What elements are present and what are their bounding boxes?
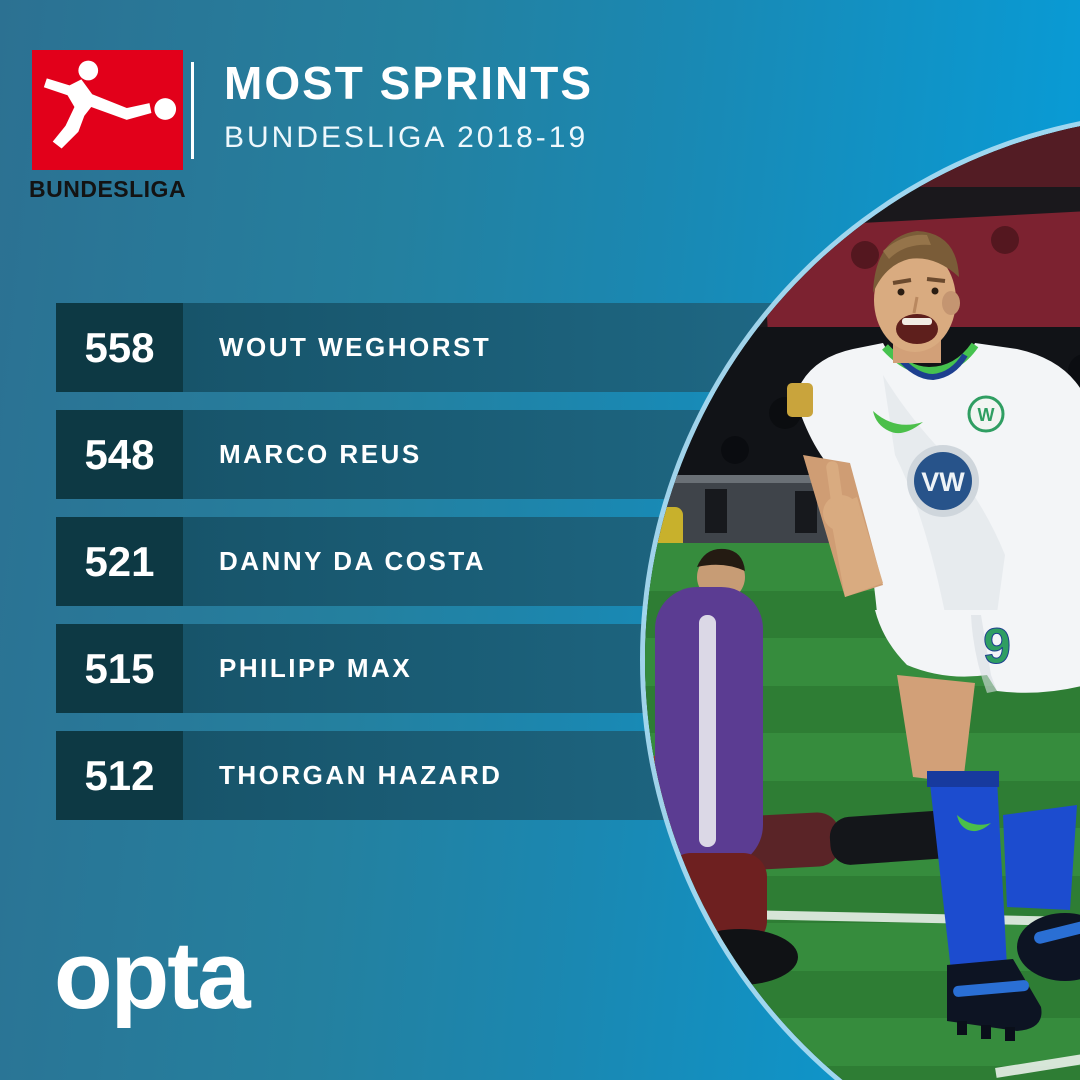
crest-letter: W xyxy=(978,405,995,425)
shirt-number: 9 xyxy=(983,618,1011,674)
sponsor-text: VW xyxy=(921,467,965,497)
bundesliga-wordmark: BUNDESLIGA xyxy=(29,176,187,202)
header-divider xyxy=(191,62,194,159)
player-photo: W VW xyxy=(645,115,1080,1080)
bundesliga-kicker-icon xyxy=(43,60,177,149)
bundesliga-logo xyxy=(32,50,183,170)
sprint-count: 515 xyxy=(56,624,183,713)
page-title: MOST SPRINTS xyxy=(224,57,594,109)
main-player-figure: W VW xyxy=(787,231,1080,1041)
player-photo-scene: W VW xyxy=(645,115,1080,1080)
page-subtitle: BUNDESLIGA 2018-19 xyxy=(224,121,589,154)
sprint-count: 512 xyxy=(56,731,183,820)
opta-logo: opta xyxy=(54,922,251,1029)
sprint-count: 548 xyxy=(56,410,183,499)
sprint-count: 558 xyxy=(56,303,183,392)
sprint-count: 521 xyxy=(56,517,183,606)
